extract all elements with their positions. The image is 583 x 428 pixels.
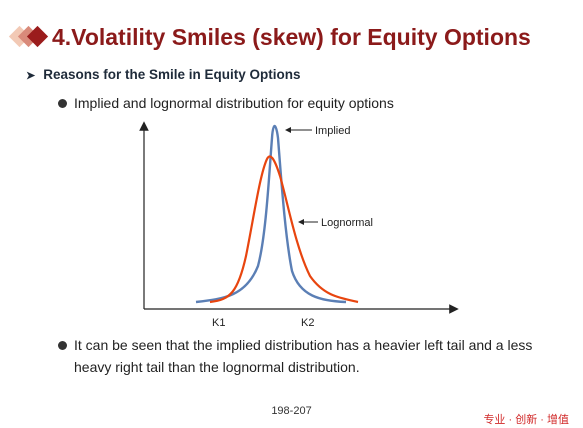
bullet-item: Implied and lognormal distribution for e…: [58, 92, 518, 114]
subheading: ➤ Reasons for the Smile in Equity Options: [26, 67, 301, 82]
implied-label: Implied: [315, 125, 350, 137]
bullet-dot-icon: [58, 341, 67, 350]
arrowhead-icon: ➤: [26, 70, 36, 82]
implied-series-line: [195, 124, 347, 304]
lognormal-label: Lognormal: [321, 217, 373, 229]
bullet-text: It can be seen that the implied distribu…: [74, 337, 533, 375]
footer-brand: 专业 · 创新 · 增值: [483, 414, 569, 426]
slide-title: 4.Volatility Smiles (skew) for Equity Op…: [52, 24, 531, 50]
diamond-logo-icon: [8, 25, 49, 48]
lognormal-series-line: [209, 155, 359, 304]
page-number: 198-207: [271, 405, 312, 417]
distribution-chart: Implied Lognormal K1 K2: [139, 121, 459, 329]
bullet-dot-icon: [58, 99, 67, 108]
x-tick-label-k2: K2: [301, 317, 314, 329]
bullet-item: It can be seen that the implied distribu…: [58, 334, 548, 378]
subheading-text: Reasons for the Smile in Equity Options: [43, 67, 301, 82]
bullet-text: Implied and lognormal distribution for e…: [74, 95, 394, 111]
x-tick-label-k1: K1: [212, 317, 225, 329]
